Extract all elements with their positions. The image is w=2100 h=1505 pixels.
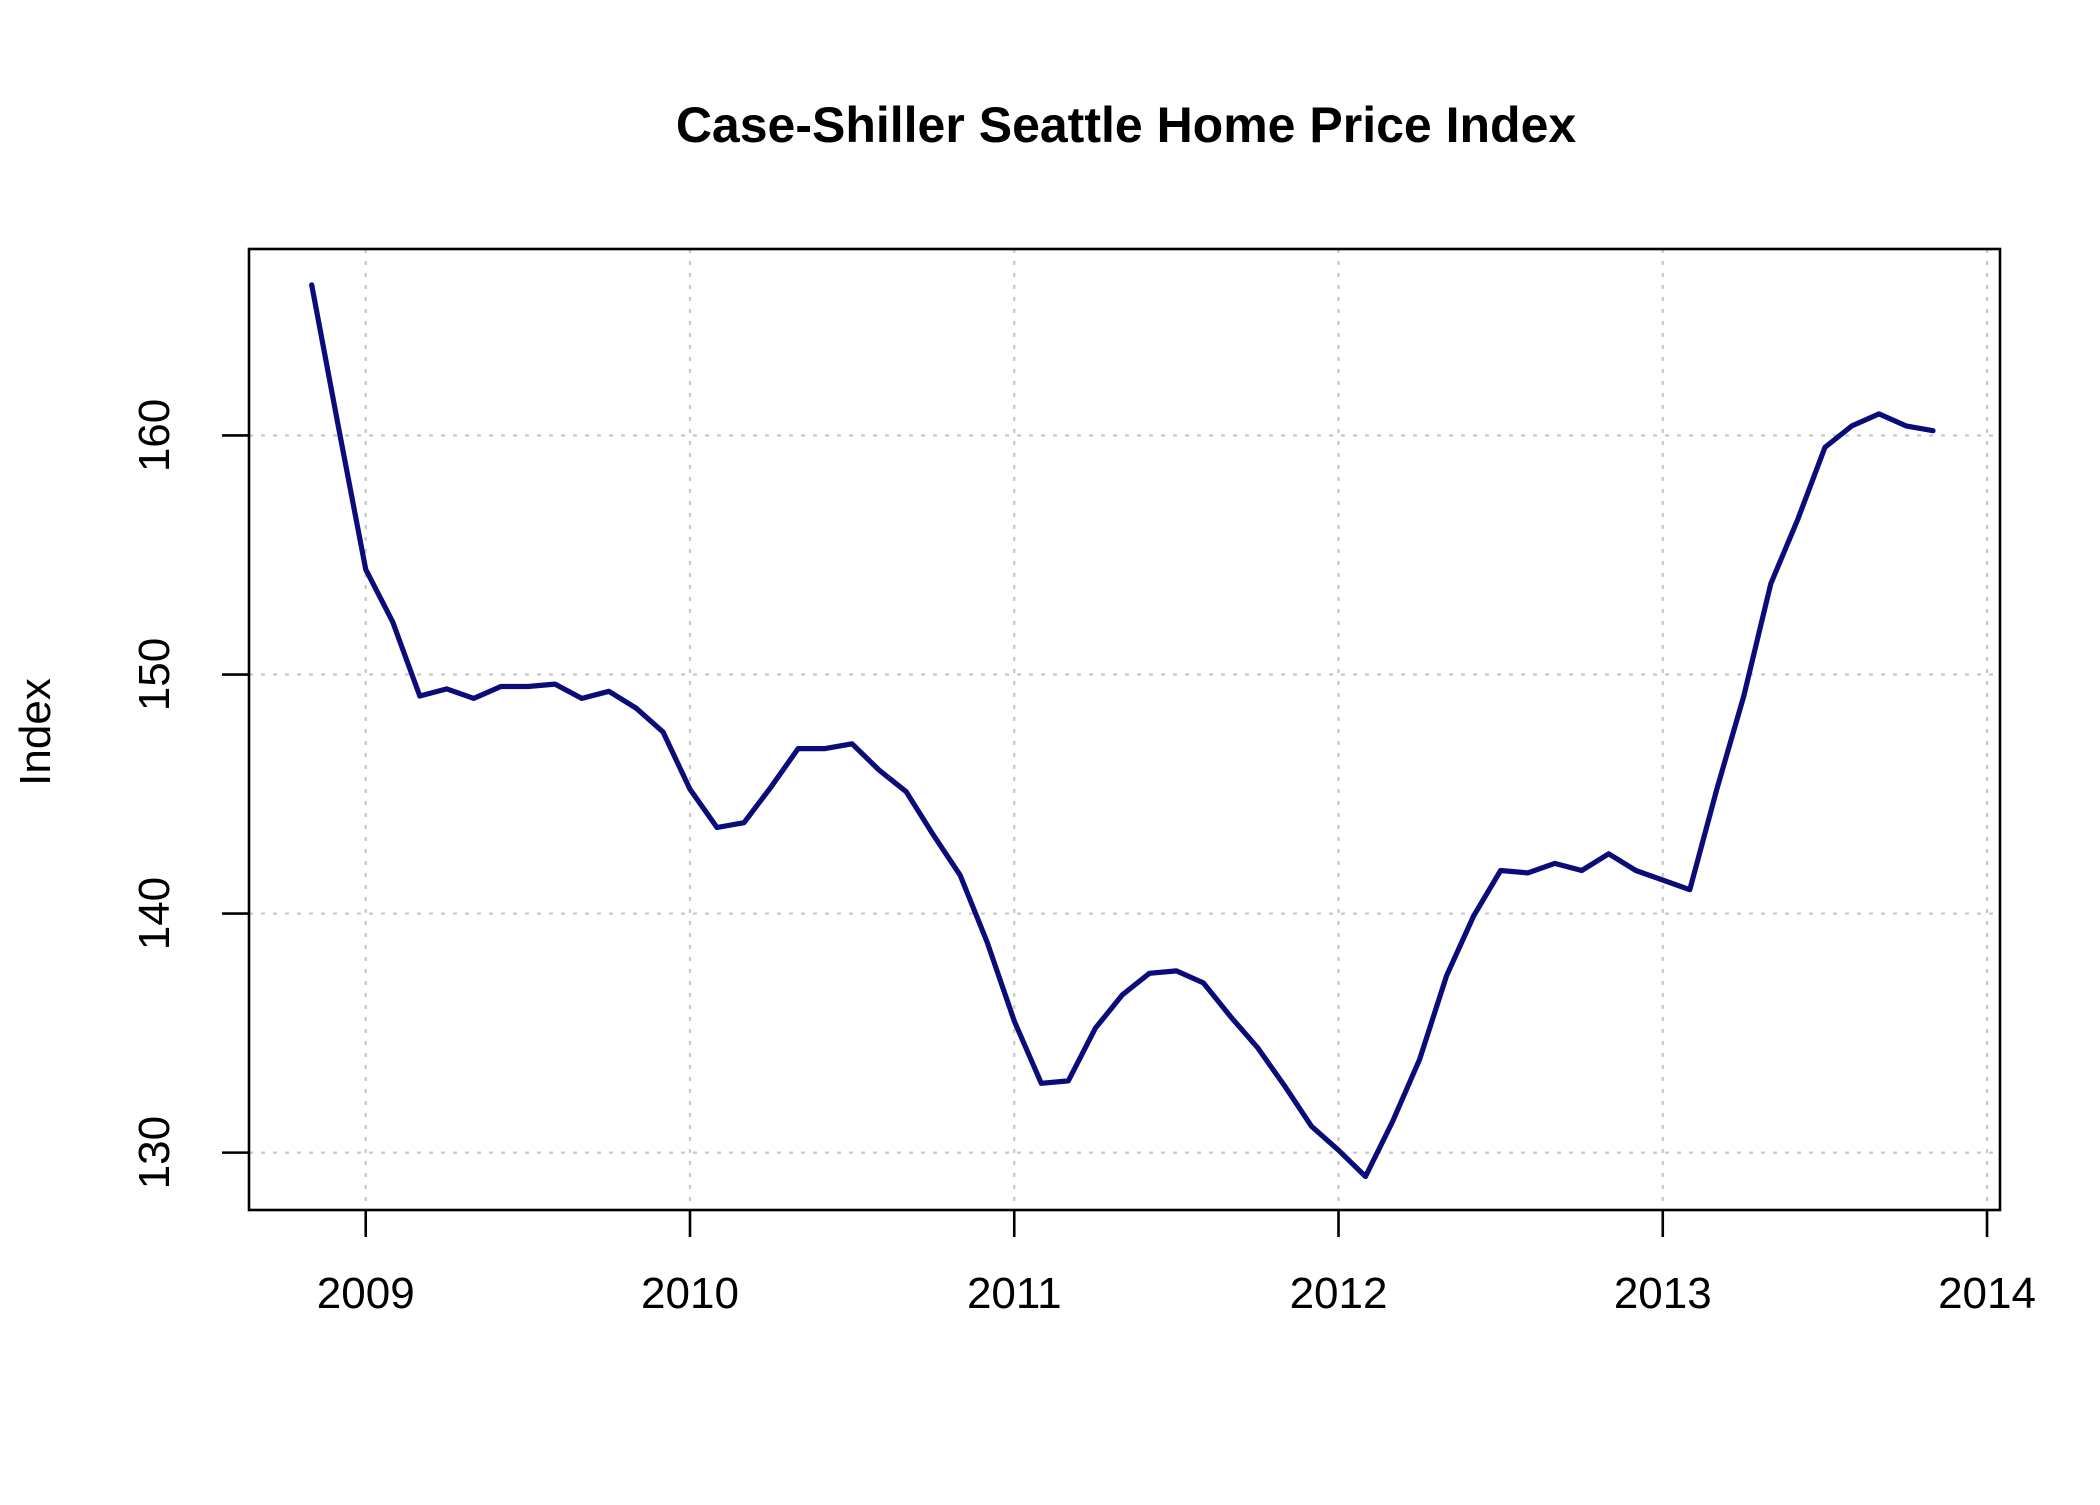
data-point xyxy=(498,684,503,689)
data-point xyxy=(1174,968,1179,973)
data-point xyxy=(1201,980,1206,985)
data-point xyxy=(796,746,801,751)
plot-frame xyxy=(247,247,2002,1212)
data-point xyxy=(633,705,638,710)
data-point xyxy=(1633,868,1638,873)
data-point xyxy=(931,832,936,837)
axes: 2009 2010 2011 2012 2013 2014 130 140 150 160 xyxy=(130,247,2036,1318)
y-axis-label: Index xyxy=(11,678,60,786)
data-point xyxy=(741,820,746,825)
data-point xyxy=(769,784,774,789)
data-point xyxy=(1822,445,1827,450)
data-point xyxy=(1093,1026,1098,1031)
data-point xyxy=(1876,411,1881,416)
data-point xyxy=(1903,423,1908,428)
data-point xyxy=(1039,1081,1044,1086)
x-tick-label: 2013 xyxy=(1614,1269,1712,1318)
data-point xyxy=(1606,851,1611,856)
data-point xyxy=(1228,1014,1233,1019)
data-point xyxy=(904,789,909,794)
x-tick-label: 2011 xyxy=(967,1269,1062,1318)
data-point xyxy=(390,619,395,624)
data-point xyxy=(1660,878,1665,883)
data-point xyxy=(363,567,368,572)
data-point xyxy=(606,689,611,694)
data-point xyxy=(1417,1057,1422,1062)
data-point xyxy=(1255,1045,1260,1050)
series-layer xyxy=(309,282,1936,1180)
x-tick-label: 2014 xyxy=(1938,1269,2036,1318)
y-tick-label: 150 xyxy=(130,638,179,711)
data-point xyxy=(1012,1019,1017,1024)
series-line xyxy=(309,282,1936,1180)
data-point xyxy=(1147,971,1152,976)
data-point xyxy=(1768,581,1773,586)
chart-title: Case-Shiller Seattle Home Price Index xyxy=(676,97,1577,153)
y-tick-label: 160 xyxy=(130,399,179,472)
data-point xyxy=(1282,1083,1287,1088)
data-point xyxy=(660,729,665,734)
data-point xyxy=(1687,887,1692,892)
data-point xyxy=(1390,1119,1395,1124)
data-point xyxy=(1849,423,1854,428)
y-tick-label: 140 xyxy=(130,877,179,950)
data-point xyxy=(1552,861,1557,866)
data-point xyxy=(1120,992,1125,997)
data-point xyxy=(1930,428,1935,433)
x-tick-label: 2009 xyxy=(317,1269,415,1318)
data-point xyxy=(1444,973,1449,978)
data-point xyxy=(985,940,990,945)
data-point xyxy=(444,686,449,691)
data-point xyxy=(309,282,314,287)
data-point xyxy=(850,741,855,746)
y-tick-label: 130 xyxy=(130,1116,179,1189)
data-point xyxy=(1741,693,1746,698)
data-point xyxy=(1795,517,1800,522)
grid-lines xyxy=(249,249,2000,1210)
data-point xyxy=(1066,1078,1071,1083)
data-point xyxy=(687,787,692,792)
data-point xyxy=(1714,787,1719,792)
data-point xyxy=(1309,1124,1314,1129)
data-point xyxy=(471,696,476,701)
data-point xyxy=(1579,868,1584,873)
data-point xyxy=(958,873,963,878)
data-point xyxy=(1363,1174,1368,1179)
data-point xyxy=(714,825,719,830)
data-point xyxy=(336,426,341,431)
data-point xyxy=(579,696,584,701)
data-point xyxy=(552,682,557,687)
data-point xyxy=(877,768,882,773)
data-point xyxy=(417,693,422,698)
data-point xyxy=(1471,913,1476,918)
data-point xyxy=(1336,1148,1341,1153)
data-point xyxy=(1525,870,1530,875)
x-tick-label: 2012 xyxy=(1290,1269,1388,1318)
x-tick-label: 2010 xyxy=(641,1269,739,1318)
data-point xyxy=(1498,868,1503,873)
data-point xyxy=(823,746,828,751)
data-point xyxy=(525,684,530,689)
